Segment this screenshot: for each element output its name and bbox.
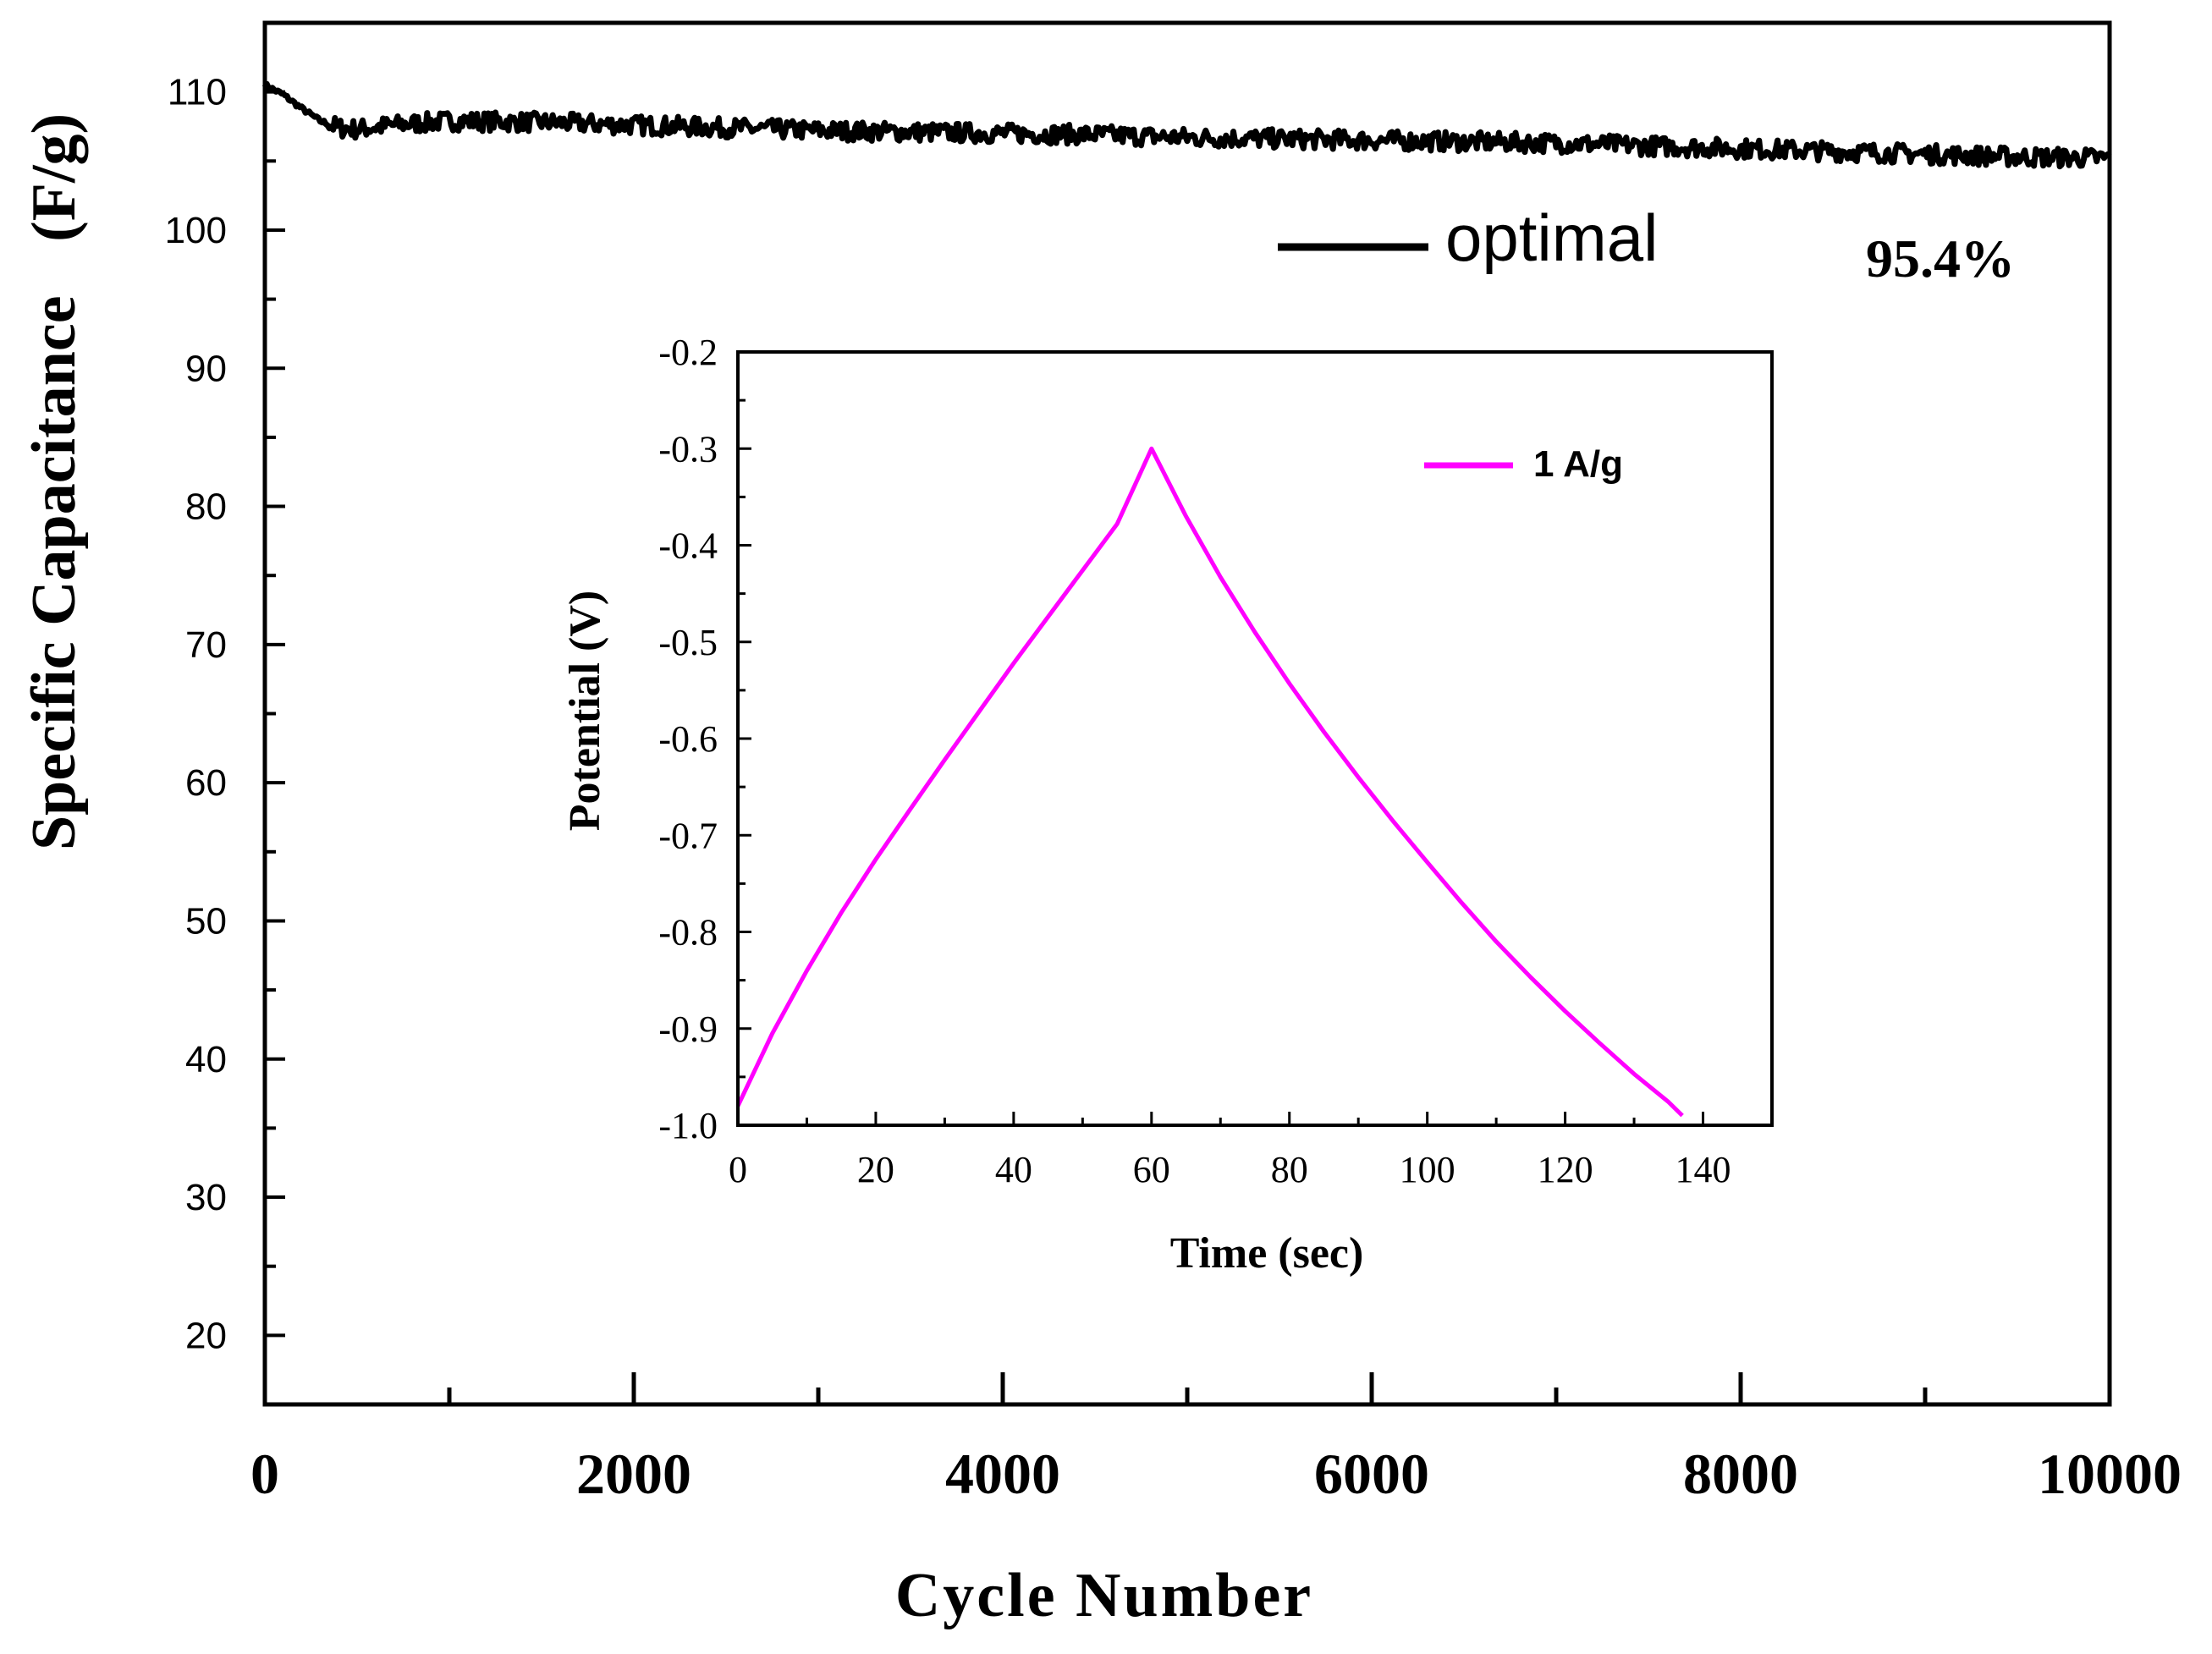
- inset-y-tick-label: -1.0: [658, 1105, 718, 1146]
- inset-chart: 0 20 40 60 80 100 120 140 -1.0-0.9-0.8-0.7-0.6-…: [561, 332, 1774, 1278]
- main-y-axis: 20 30 40 50 60 70 80 90 100 110: [165, 72, 285, 1356]
- inset-x-tick-label: 0: [729, 1149, 747, 1190]
- inset-legend-label: 1 A/g: [1533, 443, 1623, 485]
- main-y-axis-label-unit: (F/g): [19, 113, 89, 242]
- inset-series-group: [735, 446, 1684, 1118]
- inset-y-tick-label: -0.9: [658, 1008, 718, 1050]
- main-y-axis-label-text: Specific Capacitance: [19, 295, 89, 850]
- main-x-tick-label: 6000: [1314, 1442, 1429, 1506]
- inset-y-tick-label: -0.6: [658, 718, 718, 760]
- main-y-tick-label: 90: [185, 348, 227, 389]
- inset-y-axis: -1.0 -0.9 -0.8 -0.7 -0.6 -0.5 -0.4 -0.3 -0.2: [658, 332, 751, 1146]
- inset-y-axis-label: Potential (V): [561, 591, 609, 831]
- inset-x-tick-label: 20: [857, 1149, 894, 1190]
- main-y-tick-label: 50: [185, 900, 227, 942]
- main-y-tick-label: 60: [185, 762, 227, 804]
- main-y-tick-label: 100: [165, 210, 227, 251]
- inset-y-tick-label: -0.4: [658, 525, 718, 567]
- main-series-optimal-line: [261, 80, 2112, 170]
- main-y-tick-label: 70: [185, 624, 227, 666]
- inset-y-tick-label: -0.8: [658, 912, 718, 953]
- main-chart: 0 2000 4000 6000 8000 10000 20 30 40 50 60 70 80 90 1…: [19, 20, 2182, 1630]
- main-y-tick-label: 80: [185, 486, 227, 528]
- inset-x-tick-label: 60: [1133, 1149, 1170, 1190]
- inset-x-tick-label: 40: [995, 1149, 1032, 1190]
- main-x-axis-label: Cycle Number: [895, 1561, 1313, 1630]
- inset-background: [738, 352, 1772, 1125]
- inset-y-tick-label: -0.2: [658, 332, 718, 373]
- main-y-tick-label: 20: [185, 1315, 227, 1356]
- inset-y-tick-label: -0.5: [658, 622, 718, 663]
- main-y-tick-label: 30: [185, 1177, 227, 1218]
- inset-y-tick-label: -0.3: [658, 428, 718, 470]
- main-legend: optimal: [1278, 201, 1658, 275]
- retention-annotation: 95.4%: [1866, 228, 2015, 288]
- main-x-tick-label: 4000: [945, 1442, 1060, 1506]
- main-x-tick-label: 8000: [1683, 1442, 1798, 1506]
- inset-x-tick-label: 140: [1676, 1149, 1731, 1190]
- inset-series-1ag-line: [735, 446, 1684, 1118]
- main-x-tick-label: 10000: [2038, 1442, 2182, 1506]
- main-y-tick-label: 40: [185, 1039, 227, 1080]
- main-series-group: [261, 80, 2112, 170]
- main-y-tick-label: 110: [168, 72, 227, 113]
- inset-x-axis: 0 20 40 60 80 100 120 140: [729, 1112, 1774, 1190]
- inset-legend: 1 A/g: [1424, 443, 1623, 485]
- inset-x-axis-label: Time (sec): [1170, 1229, 1364, 1278]
- inset-x-tick-label: 100: [1400, 1149, 1455, 1190]
- inset-y-tick-label: -0.7: [658, 815, 718, 856]
- main-x-axis: 0 2000 4000 6000 8000 10000: [250, 1372, 2182, 1506]
- inset-x-tick-label: 120: [1538, 1149, 1593, 1190]
- main-legend-label: optimal: [1445, 201, 1658, 275]
- main-y-axis-label: Specific Capacitance (F/g): [19, 113, 89, 850]
- inset-x-tick-label: 80: [1271, 1149, 1308, 1190]
- main-x-tick-label: 2000: [576, 1442, 691, 1506]
- main-x-tick-label: 0: [250, 1442, 279, 1506]
